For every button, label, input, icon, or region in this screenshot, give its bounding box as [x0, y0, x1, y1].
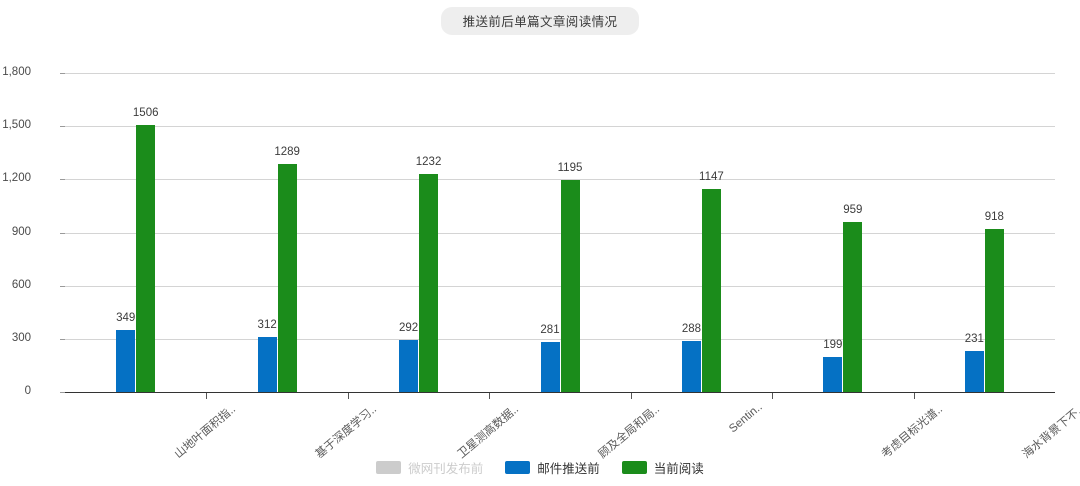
legend-label: 微网刊发布前 — [408, 461, 484, 476]
chart-title: 推送前后单篇文章阅读情况 — [440, 7, 640, 35]
y-axis-tick-label: 1,200 — [2, 172, 31, 185]
legend-item[interactable]: 微网刊发布前 — [376, 458, 483, 477]
chart-plot-area: 0 300 600 900 1,200 1,500 1,800 349 1506 312 1289… — [2, 66, 1080, 461]
y-axis-tick-mark — [60, 126, 65, 128]
legend-label: 邮件推送前 — [537, 461, 600, 476]
bar-value-label: 281 — [540, 324, 560, 337]
x-axis-category-label: 卫星测高数据.. — [455, 403, 521, 461]
bar-value-label: 1289 — [274, 145, 300, 158]
y-axis-tick-mark — [60, 338, 65, 340]
x-axis-tick-mark — [772, 393, 774, 399]
chart-legend: 微网刊发布前 邮件推送前 当前阅读 — [0, 455, 1080, 479]
y-axis-tick-label: 1,800 — [2, 66, 31, 78]
bar-value-label: 231 — [964, 333, 984, 346]
y-axis-tick-mark — [60, 285, 65, 287]
legend-label: 当前阅读 — [653, 461, 704, 476]
bar[interactable] — [681, 340, 701, 392]
bar[interactable] — [984, 229, 1004, 392]
bar[interactable] — [964, 351, 984, 392]
x-axis-tick-mark — [630, 393, 632, 399]
gridline — [65, 126, 1055, 128]
bar[interactable] — [277, 163, 297, 392]
bar-value-label: 959 — [843, 204, 863, 217]
x-axis-line — [65, 392, 1055, 393]
bar-value-label: 312 — [257, 318, 277, 331]
bar-value-label: 1147 — [699, 170, 724, 183]
x-axis-tick-mark — [489, 393, 491, 399]
legend-item[interactable]: 邮件推送前 — [505, 458, 600, 477]
y-axis-tick-mark — [60, 392, 65, 393]
bar[interactable] — [560, 180, 580, 392]
bar-value-label: 1232 — [415, 155, 442, 168]
y-axis-tick-label: 0 — [24, 385, 31, 397]
bar-value-label: 199 — [823, 338, 843, 351]
bar-value-label: 349 — [116, 312, 136, 325]
gridline — [65, 73, 1055, 74]
x-axis-category-label: 山地叶面积指.. — [172, 403, 238, 461]
gridline — [65, 179, 1055, 181]
legend-color-swatch — [621, 460, 647, 474]
x-axis-category-label: 顾及全局和局.. — [596, 403, 663, 461]
gridline — [65, 232, 1055, 234]
y-axis-tick-mark — [60, 73, 65, 74]
y-axis-tick-label: 300 — [11, 331, 31, 344]
x-axis-tick-mark — [206, 393, 208, 399]
y-axis-tick-mark — [60, 232, 65, 234]
bar[interactable] — [116, 330, 136, 392]
chart-title-bar: 推送前后单篇文章阅读情况 — [0, 0, 1080, 42]
x-axis-tick-mark — [913, 393, 915, 399]
bar[interactable] — [419, 173, 439, 392]
x-axis-tick-mark — [347, 393, 349, 399]
y-axis-tick-label: 600 — [11, 278, 31, 291]
x-axis-category-label: 基于深度学习.. — [313, 403, 380, 461]
bar-value-label: 1195 — [557, 162, 583, 175]
bar[interactable] — [701, 188, 721, 392]
x-axis-category-label: 海水背景下不.. — [1020, 403, 1080, 461]
y-axis-tick-label: 900 — [11, 225, 31, 238]
legend-color-swatch — [505, 460, 531, 474]
bar[interactable] — [399, 340, 419, 392]
legend-color-swatch — [376, 460, 402, 474]
x-axis-category-label: Sentin.. — [727, 401, 766, 436]
bar[interactable] — [257, 336, 277, 392]
bar[interactable] — [540, 342, 560, 392]
bar-value-label: 288 — [681, 322, 702, 335]
bar-value-label: 918 — [984, 211, 1004, 224]
legend-item[interactable]: 当前阅读 — [621, 458, 704, 477]
bar[interactable] — [136, 125, 156, 392]
x-axis-category-label: 考虑目标光谱.. — [879, 403, 945, 461]
y-axis-tick-label: 1,500 — [2, 119, 31, 132]
bar[interactable] — [823, 356, 843, 392]
bar-value-label: 1506 — [132, 107, 159, 120]
gridline — [65, 285, 1055, 287]
bar[interactable] — [843, 222, 863, 392]
gridline — [65, 338, 1055, 340]
bar-value-label: 292 — [398, 322, 419, 335]
y-axis-tick-mark — [60, 179, 65, 181]
